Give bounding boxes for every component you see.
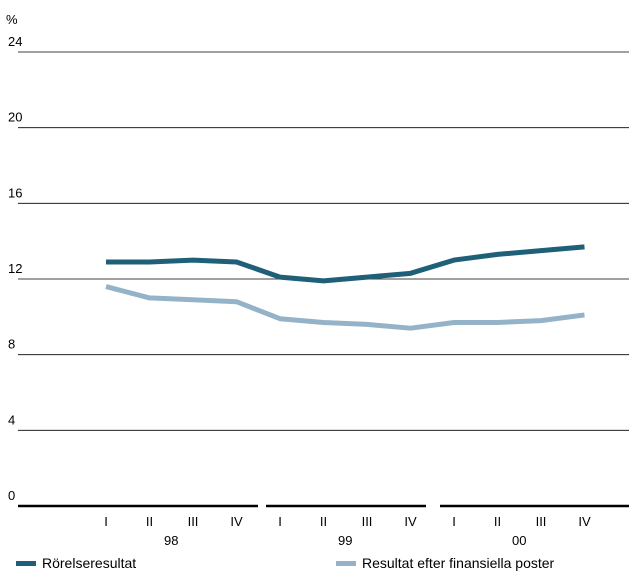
year-label: 99 xyxy=(338,533,352,548)
x-tick-label: IV xyxy=(230,514,243,529)
y-tick-label: 16 xyxy=(8,185,22,200)
x-tick-label: IV xyxy=(404,514,417,529)
y-tick-label: 8 xyxy=(8,337,15,352)
year-label: 98 xyxy=(164,533,178,548)
x-tick-label: I xyxy=(278,514,282,529)
x-tick-label: II xyxy=(146,514,153,529)
x-tick-label: II xyxy=(320,514,327,529)
x-tick-label: III xyxy=(188,514,199,529)
series-line-2 xyxy=(106,287,585,329)
x-tick-label: IV xyxy=(578,514,591,529)
x-tick-label: I xyxy=(452,514,456,529)
legend-item-series-2: Resultat efter finansiella poster xyxy=(336,555,554,571)
legend-swatch-series-2 xyxy=(336,561,356,566)
legend-swatch-series-1 xyxy=(16,561,36,566)
year-label: 00 xyxy=(512,533,526,548)
y-tick-label: 4 xyxy=(8,412,15,427)
y-axis-unit-label: % xyxy=(6,12,18,27)
x-tick-label: III xyxy=(536,514,547,529)
x-tick-label: II xyxy=(494,514,501,529)
y-tick-label: 20 xyxy=(8,110,22,125)
y-tick-label: 12 xyxy=(8,261,22,276)
legend-label-series-1: Rörelseresultat xyxy=(42,555,136,571)
series-line-1 xyxy=(106,247,585,281)
legend-item-series-1: Rörelseresultat xyxy=(16,555,136,571)
x-tick-label: I xyxy=(104,514,108,529)
legend-label-series-2: Resultat efter finansiella poster xyxy=(362,555,554,571)
y-tick-label: 24 xyxy=(8,34,22,49)
y-tick-label: 0 xyxy=(8,488,15,503)
x-tick-label: III xyxy=(362,514,373,529)
